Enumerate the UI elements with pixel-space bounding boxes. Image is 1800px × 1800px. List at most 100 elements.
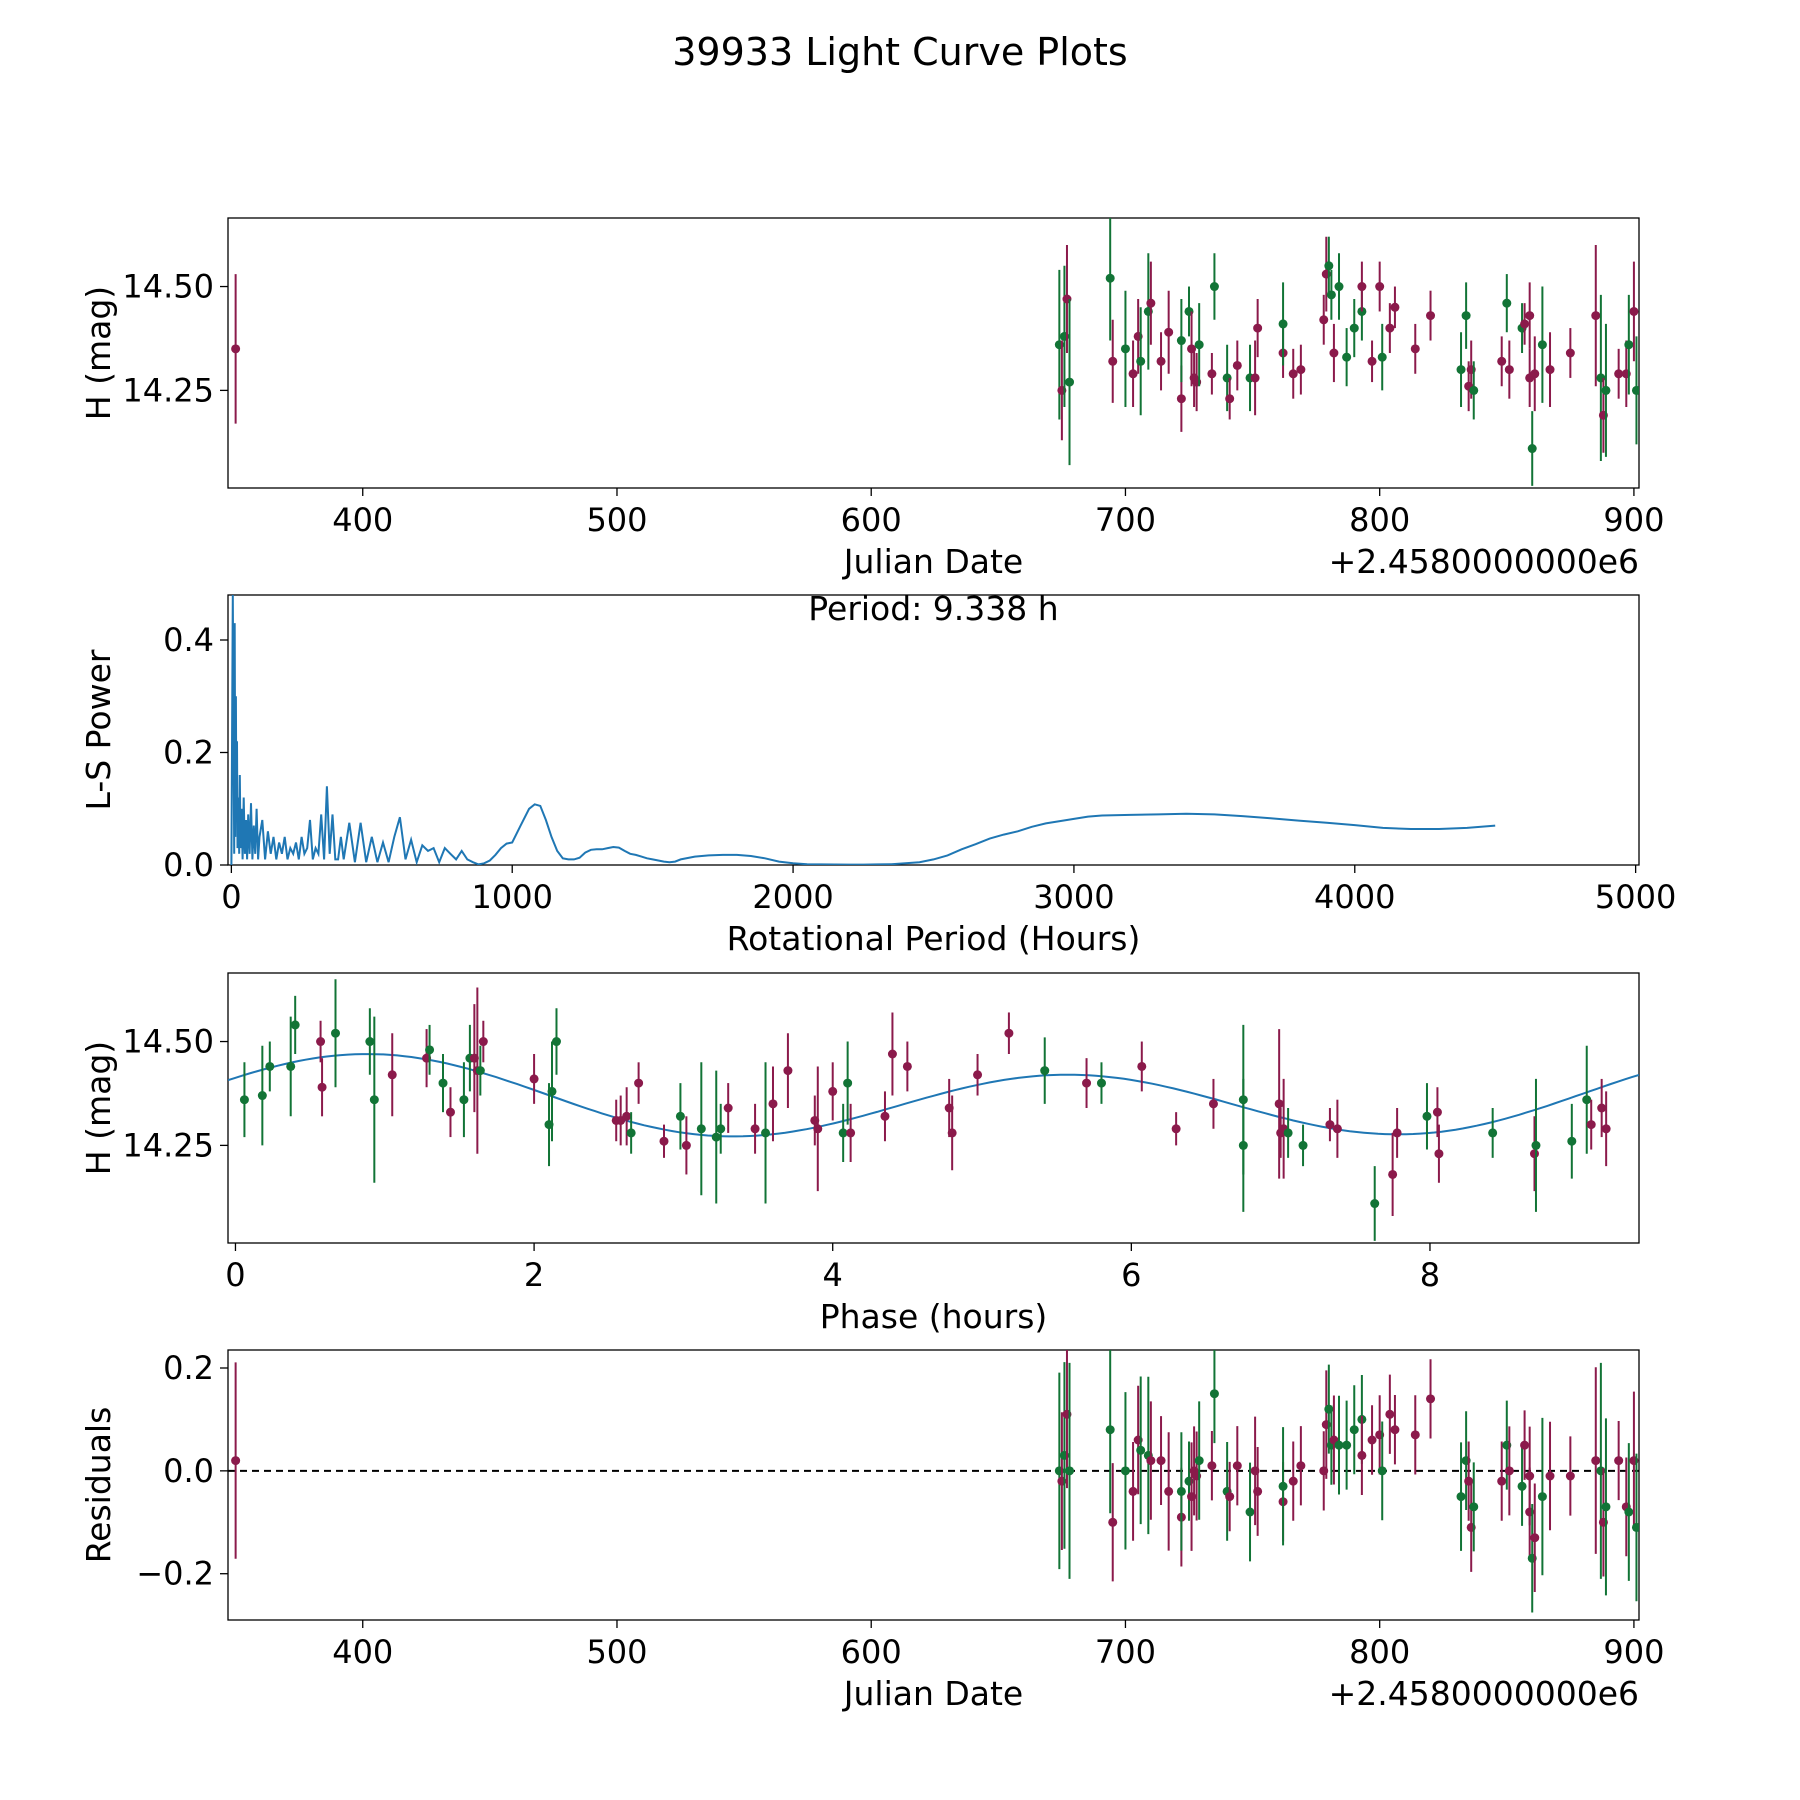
x-axis-label: Phase (hours) bbox=[820, 1297, 1048, 1336]
x-tick-label: 1000 bbox=[472, 878, 553, 916]
data-point bbox=[1531, 1140, 1541, 1150]
data-point bbox=[1629, 306, 1639, 316]
data-point bbox=[1385, 1409, 1395, 1419]
data-point bbox=[1502, 298, 1512, 308]
periodogram-line bbox=[230, 595, 1496, 865]
data-point bbox=[622, 1111, 632, 1121]
data-point bbox=[1582, 1095, 1592, 1105]
data-point bbox=[1324, 261, 1334, 271]
data-point bbox=[1209, 1389, 1219, 1399]
data-point bbox=[1329, 348, 1339, 358]
data-point bbox=[1176, 394, 1186, 404]
data-point bbox=[1108, 1517, 1118, 1527]
data-point bbox=[1525, 311, 1535, 321]
x-tick-label: 500 bbox=[586, 501, 647, 539]
data-point bbox=[1488, 1128, 1498, 1138]
period-annotation: Period: 9.338 h bbox=[808, 589, 1058, 628]
y-tick-label: 0.2 bbox=[163, 1349, 214, 1387]
data-point bbox=[1108, 356, 1118, 366]
data-point bbox=[316, 1037, 326, 1047]
data-point bbox=[1298, 1140, 1308, 1150]
data-point bbox=[1591, 1456, 1601, 1466]
data-point bbox=[973, 1070, 983, 1080]
data-point bbox=[1517, 1481, 1527, 1491]
data-point bbox=[1128, 369, 1138, 379]
data-point bbox=[1065, 1466, 1075, 1476]
data-point bbox=[1194, 340, 1204, 350]
data-point bbox=[828, 1086, 838, 1096]
data-point bbox=[1357, 1450, 1367, 1460]
data-point bbox=[286, 1061, 296, 1071]
data-point bbox=[681, 1140, 691, 1150]
x-offset-label: +2.4580000000e6 bbox=[1329, 542, 1639, 581]
data-point bbox=[1377, 352, 1387, 362]
data-point bbox=[1164, 327, 1174, 337]
data-point bbox=[1238, 1095, 1248, 1105]
axes-frame bbox=[227, 1349, 1640, 1621]
data-point bbox=[1288, 369, 1298, 379]
data-point bbox=[1245, 1507, 1255, 1517]
data-point bbox=[1469, 385, 1479, 395]
residuals-plot bbox=[228, 1350, 1639, 1613]
x-tick-label: 800 bbox=[1349, 501, 1410, 539]
data-point bbox=[1120, 1466, 1130, 1476]
data-point bbox=[1164, 1486, 1174, 1496]
y-axis-label: H (mag) bbox=[79, 1041, 118, 1175]
data-point bbox=[459, 1095, 469, 1105]
data-point bbox=[1342, 1440, 1352, 1450]
axes-frame bbox=[227, 217, 1640, 489]
data-point bbox=[1390, 1425, 1400, 1435]
y-tick-label: 14.50 bbox=[122, 268, 214, 306]
periodogram-plot bbox=[230, 595, 1496, 865]
data-point bbox=[887, 1049, 897, 1059]
x-axis-label: Rotational Period (Hours) bbox=[727, 919, 1141, 958]
data-point bbox=[880, 1111, 890, 1121]
data-point bbox=[902, 1061, 912, 1071]
data-point bbox=[231, 1456, 241, 1466]
data-point bbox=[1624, 340, 1634, 350]
data-point bbox=[659, 1136, 669, 1146]
data-point bbox=[1392, 1128, 1402, 1138]
data-point bbox=[1136, 1445, 1146, 1455]
figure-title: 39933 Light Curve Plots bbox=[672, 30, 1127, 74]
data-point bbox=[1614, 1456, 1624, 1466]
data-point bbox=[1527, 444, 1537, 454]
data-point bbox=[1432, 1107, 1442, 1117]
data-point bbox=[438, 1078, 448, 1088]
data-point bbox=[1326, 290, 1336, 300]
data-point bbox=[750, 1124, 760, 1134]
data-point bbox=[1253, 1486, 1263, 1496]
data-point bbox=[1207, 1461, 1217, 1471]
data-point bbox=[1146, 298, 1156, 308]
data-point bbox=[1410, 344, 1420, 354]
data-point bbox=[1388, 1169, 1398, 1179]
x-tick-label: 2000 bbox=[752, 878, 833, 916]
y-tick-label: 0.0 bbox=[163, 1452, 214, 1490]
data-point bbox=[634, 1078, 644, 1088]
data-point bbox=[846, 1128, 856, 1138]
data-point bbox=[768, 1099, 778, 1109]
data-point bbox=[1357, 282, 1367, 292]
x-tick-label: 600 bbox=[841, 1633, 902, 1671]
x-tick-label: 3000 bbox=[1033, 878, 1114, 916]
data-point bbox=[1176, 1486, 1186, 1496]
data-point bbox=[626, 1128, 636, 1138]
data-point bbox=[1128, 1486, 1138, 1496]
x-tick-label: 5000 bbox=[1595, 878, 1676, 916]
y-axis-label: L-S Power bbox=[79, 649, 118, 810]
data-point bbox=[1614, 369, 1624, 379]
data-point bbox=[265, 1061, 275, 1071]
data-point bbox=[1530, 369, 1540, 379]
data-point bbox=[1426, 1394, 1436, 1404]
x-tick-label: 4000 bbox=[1314, 878, 1395, 916]
y-tick-label: 14.25 bbox=[122, 371, 214, 409]
phased-plot bbox=[228, 979, 1639, 1241]
x-tick-label: 700 bbox=[1095, 501, 1156, 539]
data-point bbox=[1426, 311, 1436, 321]
y-tick-label: 14.50 bbox=[122, 1023, 214, 1061]
y-axis-label: Residuals bbox=[79, 1407, 118, 1564]
data-point bbox=[1137, 1061, 1147, 1071]
data-point bbox=[1370, 1199, 1380, 1209]
data-point bbox=[947, 1128, 957, 1138]
